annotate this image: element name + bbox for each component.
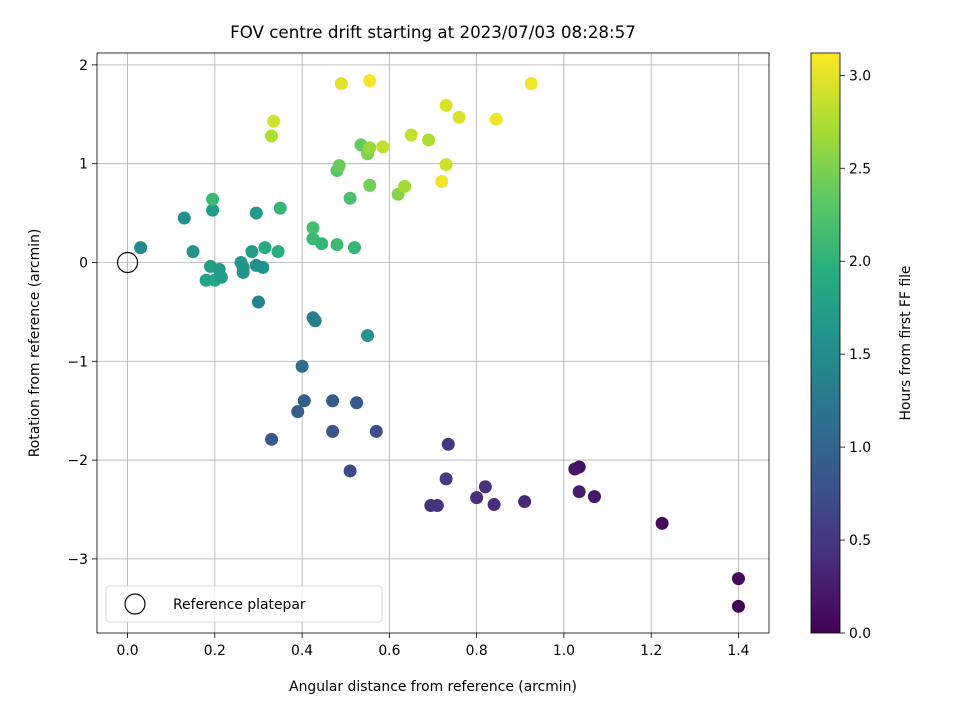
data-point <box>214 270 228 284</box>
data-point <box>315 237 329 251</box>
data-point <box>186 245 200 259</box>
data-point <box>731 572 745 586</box>
data-point <box>439 98 453 112</box>
legend-marker <box>124 593 146 615</box>
data-point <box>326 394 340 408</box>
data-point <box>518 495 532 509</box>
data-point <box>347 241 361 255</box>
data-point <box>361 329 375 343</box>
data-point <box>256 260 270 274</box>
data-point <box>572 485 586 499</box>
data-point <box>134 241 148 255</box>
colorbar-tick-label: 1.0 <box>849 440 871 456</box>
x-tick-label: 1.2 <box>640 643 662 659</box>
data-point <box>334 77 348 91</box>
legend-box <box>105 585 383 623</box>
data-point <box>332 159 346 173</box>
data-point <box>655 516 669 530</box>
data-point <box>267 114 281 128</box>
data-point <box>265 432 279 446</box>
x-tick-label: 1.4 <box>727 643 749 659</box>
colorbar-tick-label: 0.0 <box>849 626 871 642</box>
data-point <box>424 499 438 513</box>
data-point <box>273 201 287 215</box>
data-point <box>306 221 320 235</box>
colorbar <box>810 52 841 634</box>
x-tick-label: 0.0 <box>116 643 138 659</box>
data-point <box>422 133 436 147</box>
data-point <box>363 74 377 88</box>
y-tick-label: 0 <box>79 255 88 271</box>
colorbar-ticks: 0.0 0.5 1.0 1.5 2.0 2.5 3.0 <box>840 68 871 642</box>
y-tick-label: −1 <box>68 354 88 370</box>
x-tick-label: 0.2 <box>204 643 226 659</box>
y-tick-label: 1 <box>79 157 88 173</box>
colorbar-tick-label: 3.0 <box>849 68 871 84</box>
data-point <box>369 424 383 438</box>
data-point <box>441 437 455 451</box>
data-point <box>326 424 340 438</box>
data-point <box>206 203 220 217</box>
data-point <box>330 238 344 252</box>
colorbar-tick-label: 2.0 <box>849 254 871 270</box>
data-point <box>363 141 377 155</box>
x-tick-label: 0.8 <box>466 643 488 659</box>
data-point <box>271 245 285 259</box>
reference-marker-layer <box>116 251 139 274</box>
y-tick-label: −2 <box>68 453 88 469</box>
legend-label: Reference platepar <box>173 597 306 613</box>
data-point <box>439 472 453 486</box>
data-point <box>245 245 259 259</box>
y-axis-label: Rotation from reference (arcmin) <box>27 229 43 458</box>
data-point <box>731 599 745 613</box>
data-point <box>439 158 453 172</box>
x-tick-label: 1.0 <box>553 643 575 659</box>
reference-platepar-marker <box>116 251 139 274</box>
data-point <box>343 191 357 205</box>
data-point <box>265 129 279 143</box>
y-axis-ticks: −3 −2 −1 0 1 2 <box>68 58 97 568</box>
data-point <box>363 178 377 192</box>
data-point <box>350 396 364 410</box>
x-axis-label: Angular distance from reference (arcmin) <box>289 679 577 695</box>
data-point <box>251 295 265 309</box>
data-point <box>487 498 501 512</box>
x-tick-label: 0.6 <box>378 643 400 659</box>
chart-title: FOV centre drift starting at 2023/07/03 … <box>230 22 636 42</box>
data-point <box>206 192 220 206</box>
data-point <box>524 77 538 91</box>
data-point <box>398 179 412 193</box>
data-point <box>343 464 357 478</box>
data-point <box>308 314 322 328</box>
data-point <box>452 110 466 124</box>
x-axis-ticks: 0.0 0.2 0.4 0.6 0.8 1.0 1.2 1.4 <box>116 633 750 659</box>
data-point <box>435 174 449 188</box>
data-point <box>295 359 309 373</box>
colorbar-label: Hours from first FF file <box>898 266 914 421</box>
data-points <box>134 74 745 613</box>
data-point <box>404 128 418 142</box>
data-point <box>297 394 311 408</box>
data-point <box>291 405 305 419</box>
data-point <box>568 462 582 476</box>
legend: Reference platepar <box>105 585 383 623</box>
plot-frame <box>96 52 770 634</box>
data-point <box>236 265 250 279</box>
colorbar-tick-label: 0.5 <box>849 533 871 549</box>
data-point <box>258 241 272 255</box>
data-point <box>478 480 492 494</box>
data-point <box>376 140 390 154</box>
y-tick-label: 2 <box>79 58 88 74</box>
colorbar-tick-label: 2.5 <box>849 161 871 177</box>
data-point <box>489 112 503 126</box>
data-point <box>249 206 263 220</box>
data-point <box>177 211 191 225</box>
data-point <box>587 490 601 504</box>
x-tick-label: 0.4 <box>291 643 313 659</box>
y-tick-label: −3 <box>68 552 88 568</box>
data-point <box>470 491 484 505</box>
colorbar-tick-label: 1.5 <box>849 347 871 363</box>
